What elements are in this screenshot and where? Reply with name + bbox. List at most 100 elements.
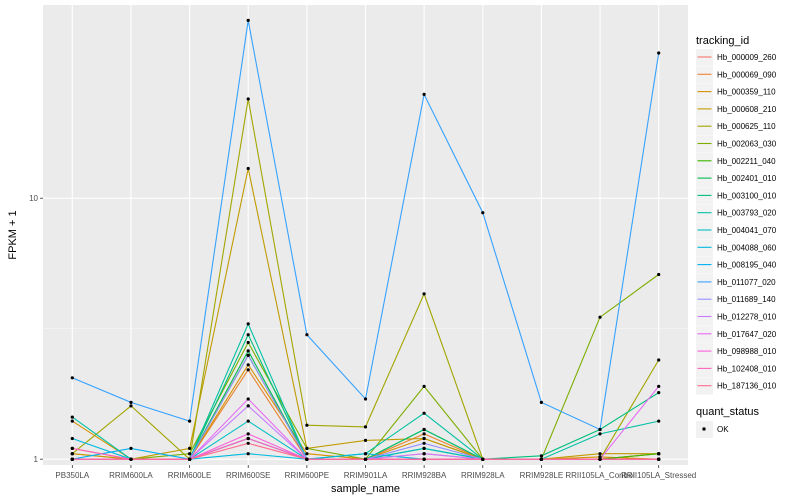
data-point	[246, 18, 250, 22]
data-point	[305, 457, 309, 461]
legend-item: Hb_000359_110	[717, 88, 776, 97]
data-point	[70, 415, 74, 419]
data-point	[70, 457, 74, 461]
legend-item: Hb_000069_090	[717, 70, 777, 79]
data-point	[70, 436, 74, 441]
data-point	[598, 315, 602, 319]
data-point	[188, 446, 192, 450]
data-point	[305, 423, 309, 427]
data-point	[481, 457, 485, 461]
legend-item: Hb_187136_010	[717, 382, 777, 391]
legend2-item: OK	[717, 425, 729, 434]
data-point	[246, 322, 250, 326]
legend-item: Hb_000625_110	[717, 122, 776, 131]
legend: Hb_000009_260 Hb_000069_090 Hb_000359_110 H…	[696, 49, 777, 395]
data-point	[422, 457, 426, 461]
data-point	[363, 425, 368, 429]
legend-item: Hb_011689_140	[717, 295, 776, 304]
data-point	[70, 419, 74, 423]
data-point	[246, 368, 250, 372]
data-point	[422, 427, 426, 432]
data-point	[188, 419, 192, 423]
data-point	[129, 457, 133, 461]
x-tick-label: RRIM600LE	[168, 471, 212, 480]
data-point	[305, 446, 309, 450]
data-point	[246, 363, 250, 367]
data-point	[246, 397, 250, 401]
y-tick-label: 10	[29, 194, 38, 203]
data-point	[657, 391, 661, 395]
data-point	[246, 432, 250, 436]
legend-item: Hb_102408_010	[717, 364, 777, 373]
data-point	[246, 166, 250, 171]
data-point	[539, 400, 544, 404]
data-point	[363, 457, 368, 461]
data-point	[246, 436, 250, 441]
legend-item: Hb_000608_210	[717, 105, 777, 114]
data-point	[246, 353, 250, 357]
data-point	[246, 441, 250, 445]
data-point	[422, 441, 426, 445]
data-point	[422, 92, 426, 96]
data-point	[188, 452, 192, 456]
data-point	[657, 457, 661, 461]
x-axis-ticks: PB350LA RRIM600LA RRIM600LE RRIM600SE RRIM60…	[55, 465, 696, 480]
data-point	[246, 419, 250, 423]
legend2-title: quant_status	[696, 406, 759, 418]
data-point	[422, 446, 426, 450]
data-point	[246, 97, 250, 101]
data-point	[246, 452, 250, 456]
data-point	[422, 452, 426, 456]
series-points	[70, 18, 661, 461]
data-point	[305, 452, 309, 456]
x-tick-label: RRIM928LA	[461, 471, 505, 480]
data-point	[422, 432, 426, 436]
data-point	[481, 211, 485, 215]
legend-item: Hb_004088_060	[717, 243, 777, 252]
y-tick-label: 1	[34, 455, 39, 464]
legend-item: Hb_004041_070	[717, 226, 777, 235]
data-point	[129, 404, 133, 408]
data-point	[188, 457, 192, 461]
data-point	[657, 358, 661, 362]
data-point	[598, 452, 602, 456]
x-tick-label: RRIM928BA	[402, 471, 447, 480]
data-point	[598, 432, 602, 436]
data-point	[539, 454, 544, 458]
data-point	[70, 452, 74, 456]
data-point	[422, 292, 426, 296]
data-point	[363, 452, 368, 456]
legend-title: tracking_id	[696, 35, 749, 47]
legend-item: Hb_002211_040	[717, 157, 776, 166]
data-point	[246, 340, 250, 345]
data-point	[657, 51, 661, 55]
legend-item: Hb_008195_040	[717, 261, 777, 270]
legend-item: Hb_098988_010	[717, 347, 777, 356]
data-point	[598, 457, 602, 461]
data-point	[657, 452, 661, 456]
data-point	[422, 411, 426, 415]
data-point	[598, 455, 602, 459]
legend-item: Hb_000009_260	[717, 53, 777, 62]
legend-item: Hb_003793_020	[717, 209, 777, 218]
data-point	[657, 272, 661, 277]
legend-item: Hb_002063_030	[717, 140, 777, 149]
data-point	[422, 436, 426, 441]
x-tick-label: RRIM600PE	[285, 471, 329, 480]
data-point	[129, 446, 133, 450]
legend2-swatch	[702, 427, 706, 431]
data-point	[539, 457, 544, 461]
x-tick-label: RRIM600SE	[226, 471, 270, 480]
data-point	[363, 397, 368, 401]
legend-item: Hb_002401_010	[717, 174, 777, 183]
x-axis-title: sample_name	[331, 483, 400, 495]
data-point	[305, 333, 309, 337]
x-tick-label: RRIM600LA	[109, 471, 153, 480]
data-point	[70, 446, 74, 450]
legend-item: Hb_003100_010	[717, 191, 777, 200]
x-tick-label: RRII105LA_Control	[565, 471, 635, 480]
data-point	[657, 384, 661, 388]
x-tick-label: PB350LA	[55, 471, 89, 480]
legend2: OK	[696, 421, 729, 438]
data-point	[246, 349, 250, 353]
